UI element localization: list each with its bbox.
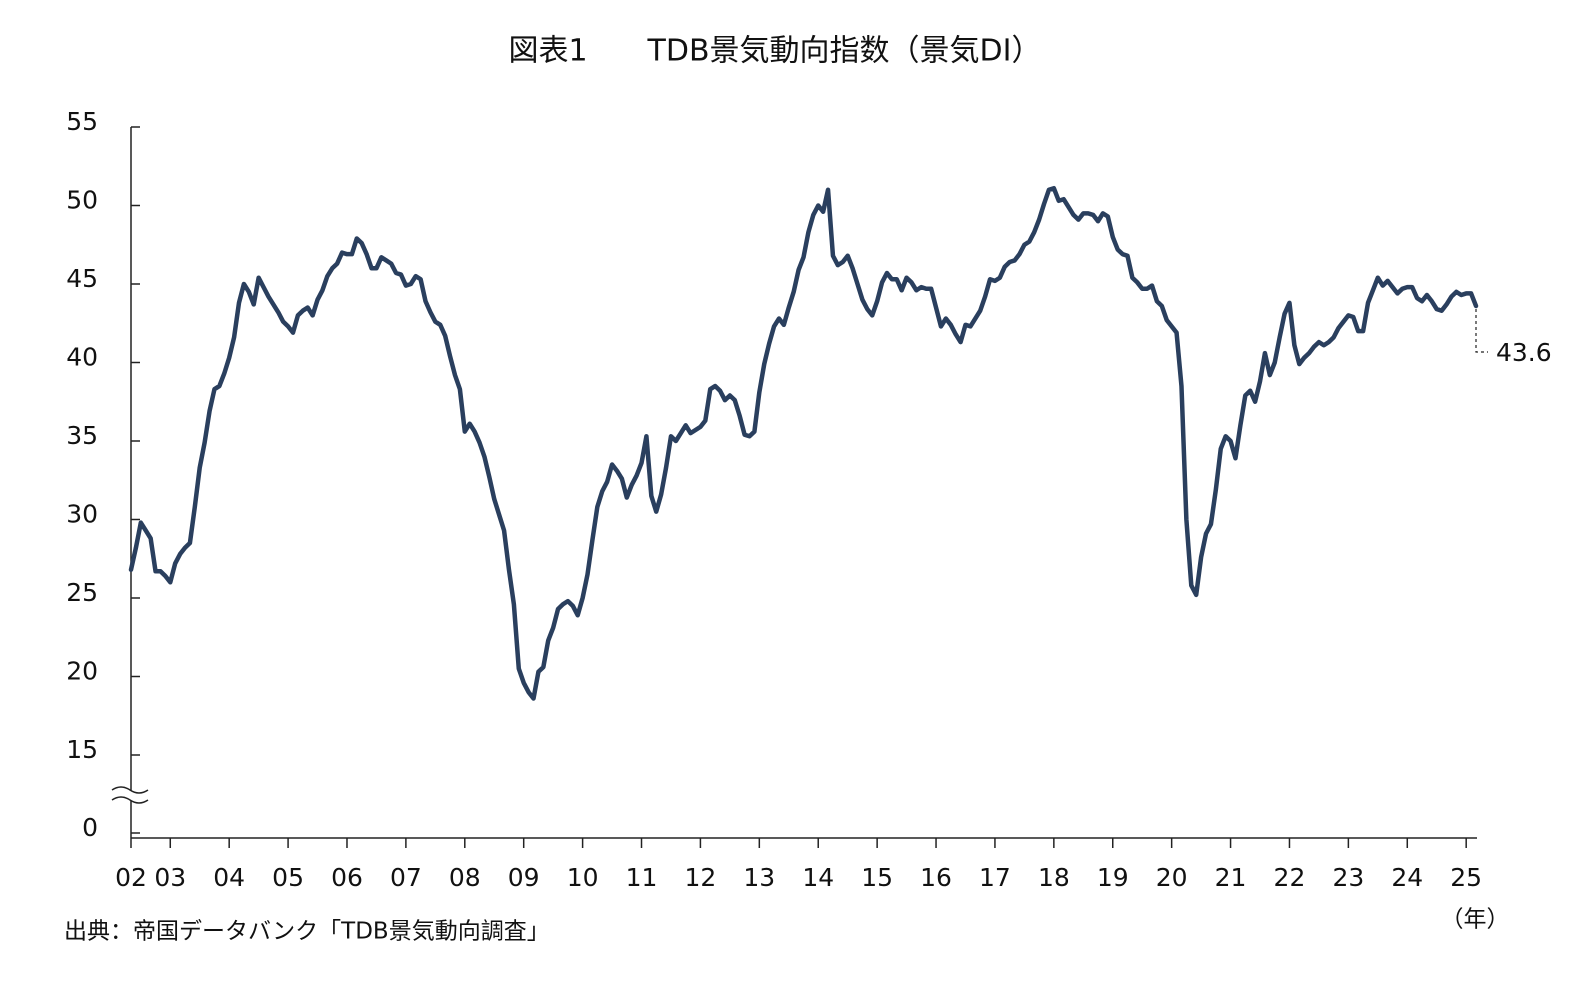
x-tick-label: 15 bbox=[861, 863, 893, 892]
axes bbox=[111, 127, 1477, 839]
y-tick-label: 40 bbox=[66, 343, 98, 372]
x-tick-label: 10 bbox=[567, 863, 599, 892]
x-tick-label: 06 bbox=[331, 863, 363, 892]
y-tick-label: 55 bbox=[66, 107, 98, 136]
axis-break-fill bbox=[112, 787, 148, 803]
x-tick-label: 07 bbox=[390, 863, 422, 892]
x-tick-label: 09 bbox=[508, 863, 540, 892]
x-tick-label: 08 bbox=[449, 863, 481, 892]
x-unit-label: （年） bbox=[1441, 907, 1510, 933]
x-tick-label: 13 bbox=[743, 863, 775, 892]
data-label: 43.6 bbox=[1496, 338, 1552, 367]
y-tick-label: 0 bbox=[82, 813, 98, 842]
x-tick-label: 14 bbox=[802, 863, 834, 892]
x-tick-label: 12 bbox=[685, 863, 717, 892]
x-tick-label: 16 bbox=[920, 863, 952, 892]
annotation-leader bbox=[1475, 308, 1488, 353]
x-tick-label: 04 bbox=[213, 863, 245, 892]
x-tick-label: 17 bbox=[979, 863, 1011, 892]
axis-break-mark bbox=[111, 796, 149, 804]
x-tick-label: 02 bbox=[115, 863, 147, 892]
x-tick-label: 22 bbox=[1274, 863, 1306, 892]
axis-break-mark bbox=[111, 786, 149, 794]
x-tick-label: 19 bbox=[1097, 863, 1129, 892]
y-tick-label: 35 bbox=[66, 421, 98, 450]
y-tick-label: 20 bbox=[66, 657, 98, 686]
y-tick-label: 50 bbox=[66, 186, 98, 215]
axis-break bbox=[111, 786, 149, 804]
x-tick-label: 05 bbox=[272, 863, 304, 892]
data-line bbox=[128, 185, 1479, 701]
chart-title: 図表1 TDB景気動向指数（景気DI） bbox=[508, 34, 1041, 69]
x-tick-label: 20 bbox=[1156, 863, 1188, 892]
source-note: 出典：帝国データバンク「TDB景気動向調査」 bbox=[64, 919, 550, 945]
x-tick-label: 18 bbox=[1038, 863, 1070, 892]
x-tick-label: 03 bbox=[154, 863, 186, 892]
x-tick-label: 24 bbox=[1391, 863, 1423, 892]
x-tick-label: 25 bbox=[1450, 863, 1482, 892]
y-tick-label: 45 bbox=[66, 264, 98, 293]
y-tick-label: 15 bbox=[66, 735, 98, 764]
x-tick-label: 21 bbox=[1215, 863, 1247, 892]
y-tick-label: 25 bbox=[66, 578, 98, 607]
x-tick-label: 23 bbox=[1332, 863, 1364, 892]
y-tick-label: 30 bbox=[66, 500, 98, 529]
x-tick-label: 11 bbox=[626, 863, 658, 892]
